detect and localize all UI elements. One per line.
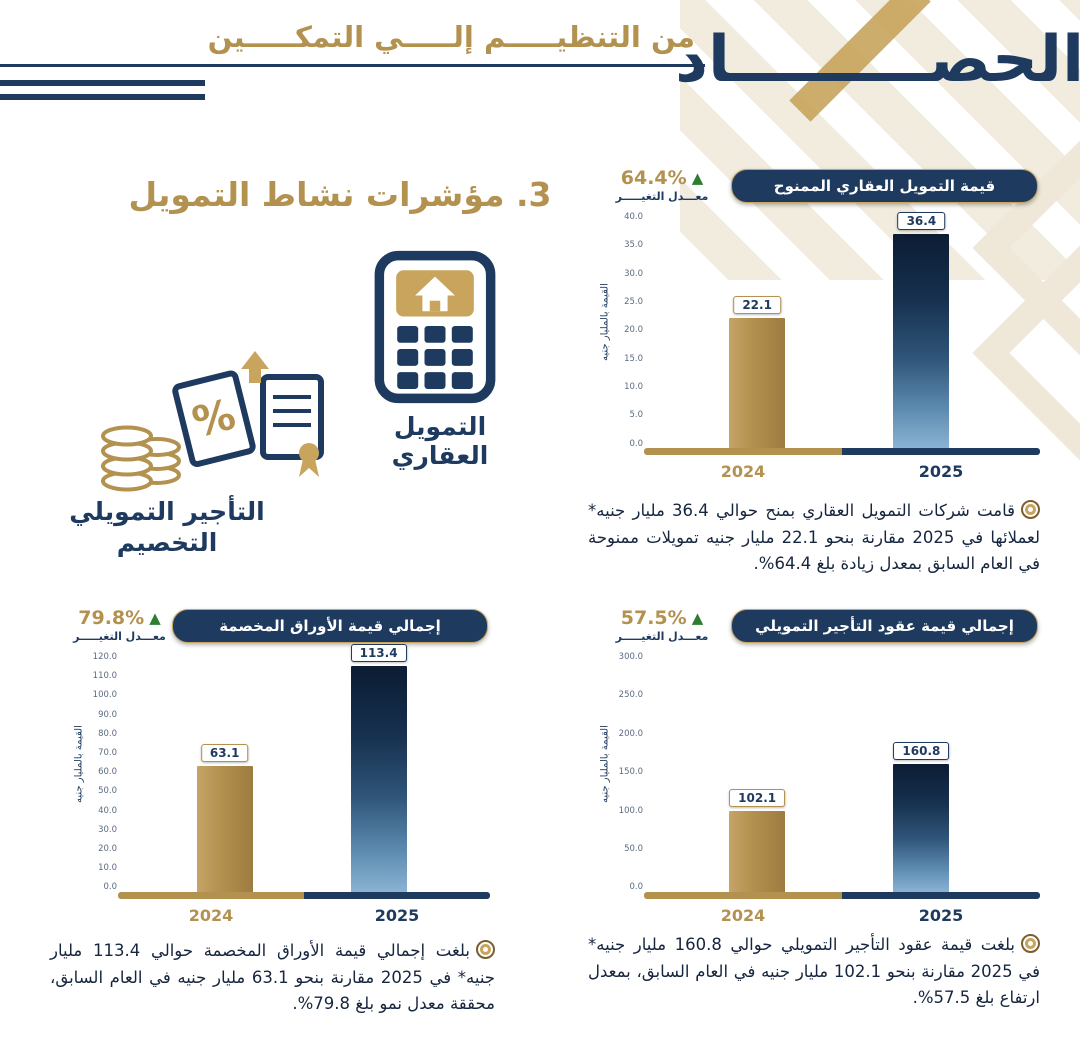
change-rate-value: 57.5% (620, 607, 687, 629)
plot-area: القيمة بالمليار جنيه 40.0 35.0 30.0 25.0 20.… (598, 212, 1040, 481)
change-rate-value: 64.4% (620, 167, 687, 189)
note-discounted-papers: بلغت إجمالي قيمة الأوراق المخصمة حوالي 1… (50, 938, 495, 1018)
x-axis-labels: 2024 2025 (118, 901, 490, 925)
y-axis-ticks: 120.0 110.0 100.0 90.0 80.0 70.0 60.0 50.0 40.0 3… (92, 652, 117, 893)
chart-leasing-contracts: 57.5% ▲ معـــدل التغيـــــر إجمالي قيمة … (598, 603, 1040, 925)
chart-real-estate-finance: 64.4% ▲ معـــدل التغيـــــر قيمة التمويل… (598, 163, 1040, 481)
year-label-2024: 2024 (188, 906, 234, 925)
bar-value-label: 102.1 (729, 788, 786, 807)
x-axis-baseline (118, 892, 490, 899)
header-rule-thick-top (0, 80, 205, 86)
real-estate-finance-label: التمويل العقاري (391, 412, 489, 470)
plot-area: القيمة بالمليار جنيه 300.0 250.0 200.0 150.… (598, 653, 1040, 925)
chart-title: إجمالي قيمة الأوراق المخصمة (172, 609, 488, 643)
x-axis-labels: 2024 2025 (644, 901, 1040, 925)
leasing-label-line2: التخصيم (116, 528, 218, 558)
bar-2025: 36.4 (893, 212, 950, 448)
leasing-label-line1: التأجير التمويلي (69, 497, 265, 526)
year-label-2025: 2025 (918, 462, 964, 481)
bar-2025: 113.4 (350, 644, 407, 892)
change-rate-caption: معـــدل التغيـــــر (73, 630, 166, 643)
coins-documents-icon: % (95, 348, 335, 504)
year-label-2025: 2025 (918, 906, 964, 925)
x-axis-labels: 2024 2025 (644, 457, 1040, 481)
leasing-factoring-label: التأجير التمويلي التخصيم (52, 496, 282, 559)
year-label-2024: 2024 (720, 906, 766, 925)
bar-value-label: 160.8 (893, 741, 950, 760)
change-rate-caption: معـــدل التغيـــــر (615, 630, 709, 643)
medallion-bullet-icon (476, 940, 495, 959)
x-axis-baseline (644, 448, 1040, 455)
house-calculator-icon (372, 248, 498, 410)
bar-2024: 63.1 (196, 744, 253, 892)
bars-area: 22.1 36.4 (654, 212, 1036, 448)
change-rate-caption: معـــدل التغيـــــر (615, 190, 709, 203)
year-label-2025: 2025 (374, 906, 420, 925)
note-text: بلغت قيمة عقود التأجير التمويلي حوالي 16… (588, 935, 1040, 1008)
note-text: بلغت إجمالي قيمة الأوراق المخصمة حوالي 1… (50, 941, 495, 1014)
medallion-bullet-icon (1020, 500, 1040, 519)
chart-title: إجمالي قيمة عقود التأجير التمويلي (731, 609, 1038, 643)
header-rule-thin (0, 64, 705, 67)
plot-area: القيمة بالمليار جنيه 120.0 110.0 100.0 90.0… (72, 644, 490, 925)
medallion-bullet-icon (1021, 934, 1040, 953)
y-axis-title: القيمة بالمليار جنيه (599, 725, 611, 803)
y-axis-ticks: 300.0 250.0 200.0 150.0 100.0 50.0 0.0 (618, 652, 643, 893)
note-text: قامت شركات التمويل العقاري بمنح حوالي 36… (588, 501, 1040, 574)
bar-2024: 102.1 (729, 788, 786, 892)
header-subtitle: من التنظيـــــم إلـــــي التمكـــــين (207, 20, 695, 54)
increase-arrow-icon: ▲ (691, 168, 704, 187)
bar-value-label: 63.1 (200, 744, 249, 763)
chart-title: قيمة التمويل العقاري الممنوح (731, 169, 1038, 203)
x-axis-baseline (644, 892, 1040, 899)
change-rate-block: 79.8% ▲ معـــدل التغيـــــر (72, 607, 167, 643)
masthead-title: الحصـــــــــاد (675, 23, 1080, 97)
header-rule-thick-bottom (0, 94, 205, 100)
bars-area: 63.1 113.4 (128, 644, 486, 892)
bar-value-label: 36.4 (897, 212, 946, 231)
y-axis-title: القيمة بالمليار جنيه (73, 725, 85, 803)
y-axis-title: القيمة بالمليار جنيه (599, 283, 611, 361)
note-real-estate-finance: قامت شركات التمويل العقاري بمنح حوالي 36… (588, 498, 1040, 578)
y-axis-ticks: 40.0 35.0 30.0 25.0 20.0 15.0 10.0 5.0 0.0 (624, 212, 643, 449)
bar-2024: 22.1 (729, 296, 786, 448)
chart-discounted-papers: 79.8% ▲ معـــدل التغيـــــر إجمالي قيمة … (72, 603, 490, 925)
year-label-2024: 2024 (720, 462, 766, 481)
note-leasing-contracts: بلغت قيمة عقود التأجير التمويلي حوالي 16… (588, 932, 1040, 1012)
increase-arrow-icon: ▲ (149, 608, 161, 627)
change-rate-block: 64.4% ▲ معـــدل التغيـــــر (598, 167, 726, 203)
change-rate-block: 57.5% ▲ معـــدل التغيـــــر (598, 607, 726, 643)
section-title: 3. مؤشرات نشاط التمويل (128, 175, 552, 214)
increase-arrow-icon: ▲ (691, 608, 704, 627)
change-rate-value: 79.8% (78, 607, 145, 629)
bar-2025: 160.8 (893, 741, 950, 892)
bar-value-label: 113.4 (350, 644, 407, 663)
bars-area: 102.1 160.8 (654, 653, 1036, 892)
bar-value-label: 22.1 (733, 296, 781, 315)
